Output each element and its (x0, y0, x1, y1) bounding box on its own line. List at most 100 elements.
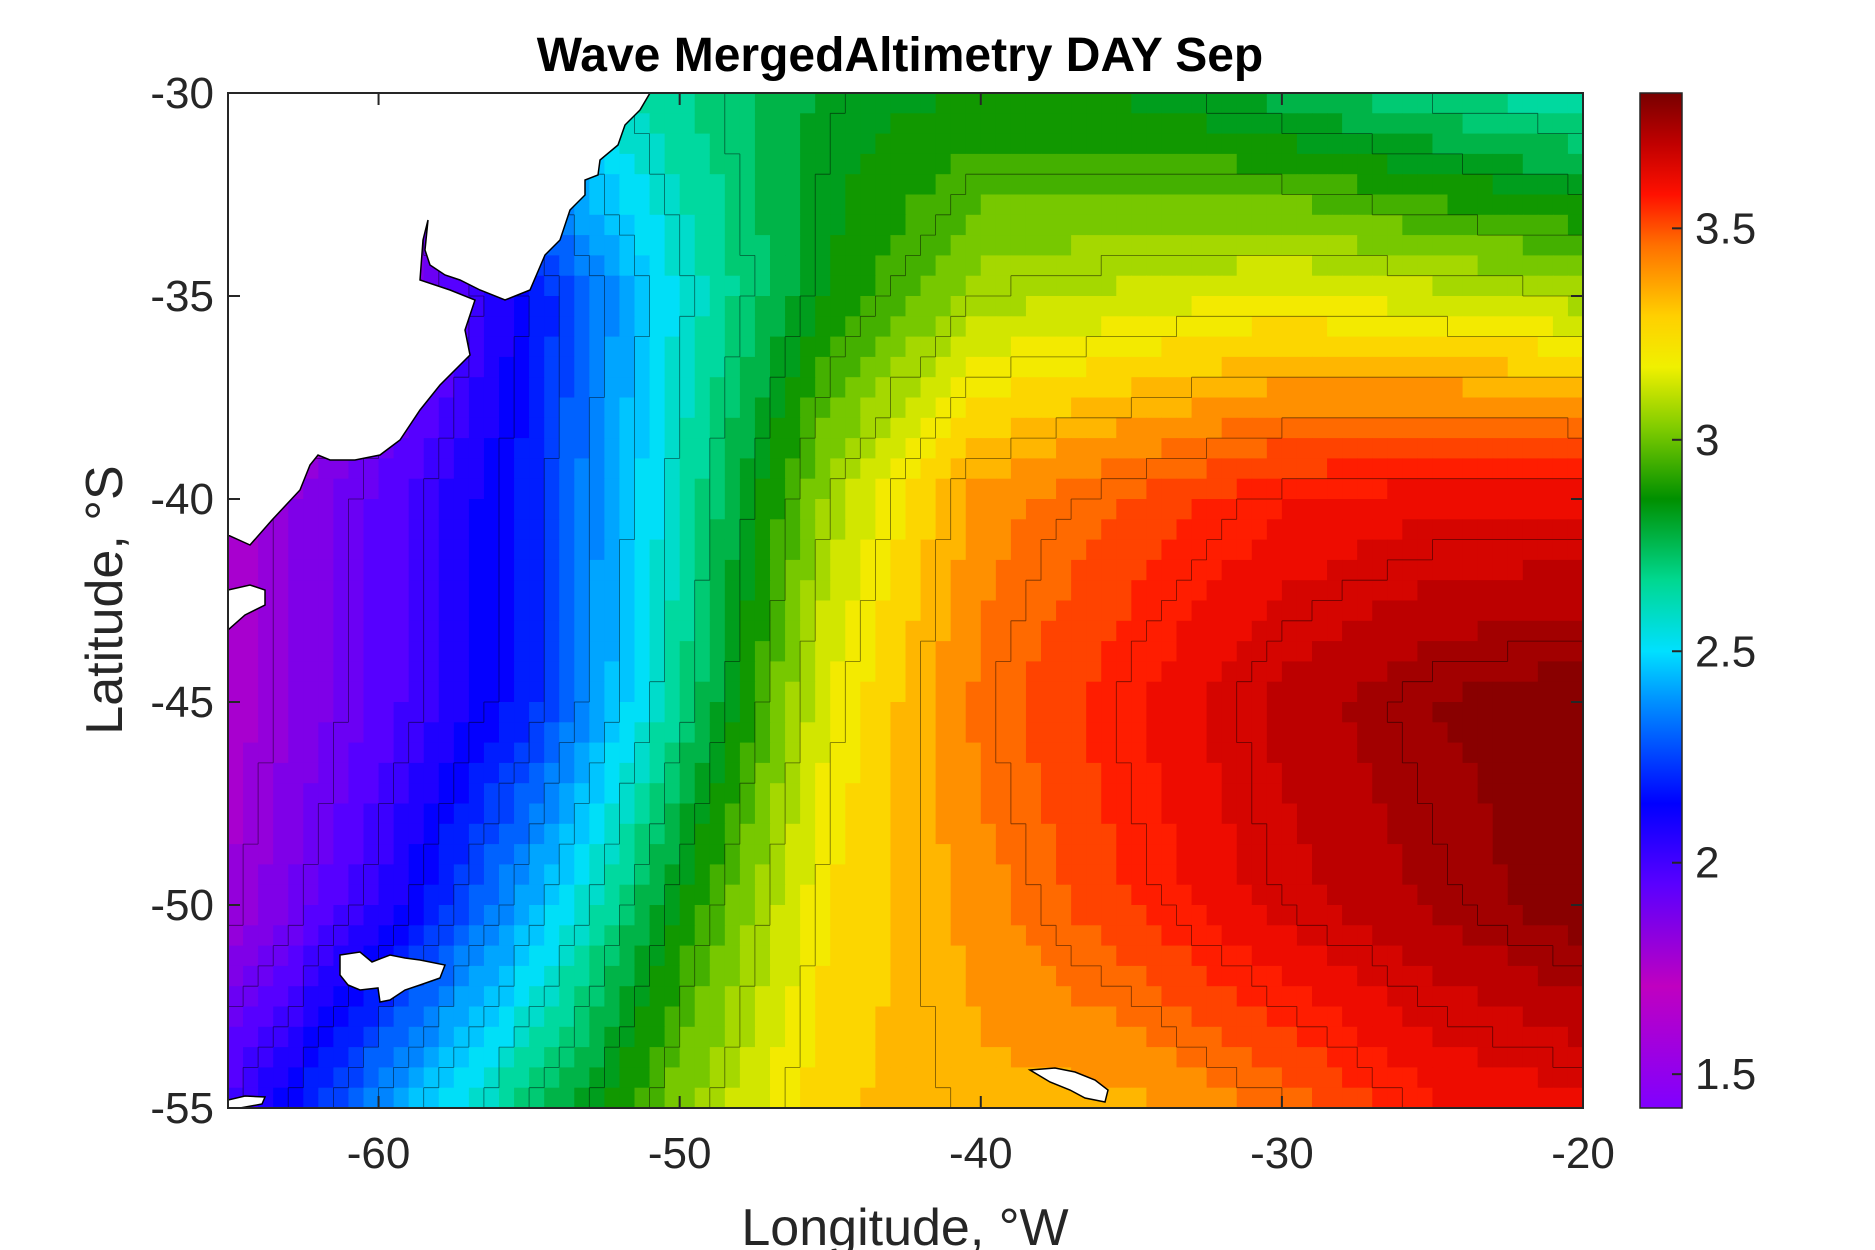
heatmap-cell (1567, 620, 1583, 642)
heatmap-cell (1266, 965, 1283, 987)
heatmap-cell (378, 884, 395, 906)
heatmap-cell (1176, 336, 1193, 358)
heatmap-cell (1176, 844, 1193, 865)
heatmap-cell (634, 356, 651, 378)
heatmap-cell (1266, 438, 1283, 459)
heatmap-cell (785, 1067, 801, 1089)
heatmap-cell (333, 1087, 350, 1108)
heatmap-cell (739, 661, 756, 683)
heatmap-cell (1131, 783, 1147, 805)
heatmap-cell (1296, 93, 1313, 114)
heatmap-cell (1522, 1026, 1539, 1048)
heatmap-cell (800, 762, 816, 784)
heatmap-cell (228, 884, 244, 906)
heatmap-cell (1522, 133, 1539, 155)
heatmap-cell (920, 235, 937, 256)
heatmap-cell (724, 1026, 741, 1048)
heatmap-cell (514, 620, 530, 642)
heatmap-cell (1402, 783, 1418, 805)
heatmap-cell (1522, 803, 1539, 825)
heatmap-cell (1447, 823, 1464, 845)
heatmap-cell (1161, 641, 1178, 662)
heatmap-cell (950, 580, 967, 602)
heatmap-cell (634, 478, 651, 500)
heatmap-cell (1327, 559, 1343, 581)
heatmap-cell (890, 336, 907, 358)
heatmap-cell (830, 823, 846, 845)
heatmap-cell (860, 174, 876, 196)
heatmap-cell (1552, 580, 1569, 602)
heatmap-cell (574, 275, 590, 297)
heatmap-cell (333, 681, 350, 703)
heatmap-cell (1101, 296, 1117, 317)
heatmap-cell (965, 235, 982, 256)
heatmap-cell (1507, 478, 1524, 500)
heatmap-cell (770, 194, 786, 216)
heatmap-cell (453, 397, 470, 419)
heatmap-cell (860, 580, 876, 602)
heatmap-cell (905, 559, 922, 581)
heatmap-cell (619, 905, 636, 926)
heatmap-cell (1477, 823, 1494, 845)
heatmap-cell (1236, 1087, 1253, 1108)
heatmap-cell (1131, 93, 1147, 114)
heatmap-cell (800, 661, 816, 683)
heatmap-cell (514, 742, 530, 764)
heatmap-cell (1417, 864, 1434, 886)
heatmap-cell (800, 1006, 816, 1028)
heatmap-cell (1010, 113, 1027, 135)
heatmap-cell (845, 559, 861, 581)
heatmap-cell (1417, 153, 1434, 175)
heatmap-cell (935, 925, 952, 947)
heatmap-cell (589, 356, 605, 378)
heatmap-cell (920, 93, 937, 114)
heatmap-cell (574, 1047, 590, 1068)
heatmap-cell (1281, 661, 1298, 683)
heatmap-cell (1492, 823, 1509, 845)
heatmap-cell (1266, 1026, 1283, 1048)
heatmap-cell (1372, 742, 1388, 764)
heatmap-cell (589, 681, 605, 703)
heatmap-cell (423, 864, 440, 886)
heatmap-cell (1552, 275, 1569, 297)
heatmap-cell (604, 864, 621, 886)
heatmap-cell (604, 417, 621, 439)
heatmap-cell (288, 925, 304, 947)
heatmap-cell (980, 255, 997, 277)
heatmap-cell (393, 559, 410, 581)
heatmap-cell (499, 641, 515, 662)
heatmap-cell (634, 641, 651, 662)
heatmap-cell (815, 945, 831, 967)
heatmap-cell (1236, 519, 1253, 541)
heatmap-cell (1402, 296, 1418, 317)
heatmap-cell (318, 823, 334, 845)
heatmap-cell (273, 539, 289, 561)
heatmap-cell (1251, 702, 1268, 723)
heatmap-cell (860, 1047, 876, 1068)
heatmap-cell (995, 783, 1012, 805)
heatmap-cell (1086, 965, 1102, 987)
heatmap-cell (1522, 93, 1539, 114)
heatmap-cell (1116, 1006, 1132, 1028)
heatmap-cell (664, 296, 681, 317)
heatmap-cell (438, 803, 455, 825)
heatmap-cell (1432, 235, 1449, 256)
heatmap-cell (1327, 641, 1343, 662)
heatmap-cell (634, 458, 651, 480)
heatmap-cell (1447, 884, 1464, 906)
heatmap-cell (1522, 722, 1539, 744)
heatmap-cell (965, 965, 982, 987)
heatmap-cell (1161, 1087, 1178, 1108)
heatmap-cell (935, 681, 952, 703)
heatmap-cell (1010, 255, 1027, 277)
heatmap-cell (1266, 133, 1283, 155)
heatmap-cell (785, 438, 801, 459)
heatmap-cell (1251, 519, 1268, 541)
heatmap-cell (1357, 884, 1373, 906)
heatmap-cell (468, 722, 485, 744)
heatmap-cell (1342, 559, 1358, 581)
heatmap-cell (679, 823, 696, 845)
heatmap-cell (965, 377, 982, 399)
heatmap-cell (634, 1047, 651, 1068)
heatmap-cell (860, 905, 876, 926)
